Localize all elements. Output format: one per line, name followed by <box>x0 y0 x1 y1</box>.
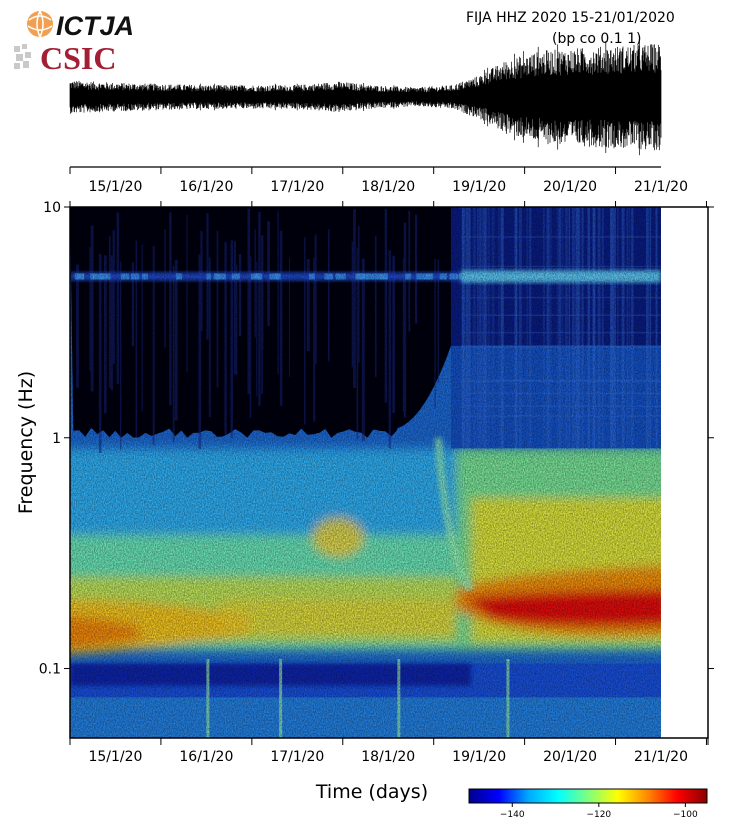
y-tick-label: 1 <box>52 431 61 447</box>
x-tick-label: 19/1/20 <box>452 749 506 765</box>
seismogram-tick-label: 19/1/20 <box>452 179 506 195</box>
seismogram-tick-label: 15/1/20 <box>88 179 142 195</box>
seismogram-tick-label: 17/1/20 <box>270 179 324 195</box>
ictja-logo-text: ICTJA <box>56 11 134 41</box>
seismogram-trace <box>69 38 662 156</box>
colorbar-gradient <box>468 788 708 804</box>
x-tick-label: 15/1/20 <box>88 749 142 765</box>
x-tick-label: 18/1/20 <box>361 749 415 765</box>
seismogram-tick-label: 21/1/20 <box>634 179 688 195</box>
spectrogram-axes: 10 1 0.1 15/1/20 16/1/20 17/1/20 18/1/20 19/1/2… <box>39 200 714 765</box>
colorbar-tick-label: −140 <box>500 810 525 820</box>
seismogram-time-axis: 15/1/20 16/1/20 17/1/20 18/1/20 19/1/20 20/1/… <box>69 166 688 195</box>
spectrogram-frame <box>69 206 709 739</box>
csic-logo: CSIC <box>14 40 116 74</box>
colorbar-tick-label: −100 <box>673 810 698 820</box>
seismogram-tick-label: 16/1/20 <box>179 179 233 195</box>
x-tick-label: 17/1/20 <box>270 749 324 765</box>
speckle-noise <box>70 207 661 738</box>
ictja-logo: ICTJA <box>27 10 134 41</box>
x-tick-label: 20/1/20 <box>543 749 597 765</box>
chart-title-line1: FIJA HHZ 2020 15-21/01/2020 <box>466 10 675 26</box>
seismogram-tick-label: 20/1/20 <box>543 179 597 195</box>
x-tick-label: 21/1/20 <box>634 749 688 765</box>
y-axis-label: Frequency (Hz) <box>15 371 37 514</box>
colorbar-ticks: −140 −120 −100 <box>500 803 698 820</box>
y-tick-label: 0.1 <box>39 662 61 678</box>
spectrogram-panel: 10 1 0.1 15/1/20 16/1/20 17/1/20 18/1/20 19/1/2… <box>39 200 714 765</box>
seismogram-tick-label: 18/1/20 <box>361 179 415 195</box>
y-tick-label: 10 <box>43 200 61 216</box>
spectrogram-image <box>70 207 661 738</box>
seismogram-panel: 15/1/20 16/1/20 17/1/20 18/1/20 19/1/20 20/1/… <box>69 38 688 195</box>
chart-title-line2: (bp co 0.1 1) <box>552 31 642 47</box>
seismogram-waveform <box>69 38 662 156</box>
streak <box>660 207 661 449</box>
colorbar-tick-label: −120 <box>586 810 611 820</box>
x-axis-label: Time (days) <box>315 781 428 803</box>
csic-logo-text: CSIC <box>40 40 116 74</box>
x-tick-label: 16/1/20 <box>179 749 233 765</box>
colorbar: −140 −120 −100 <box>468 788 708 820</box>
